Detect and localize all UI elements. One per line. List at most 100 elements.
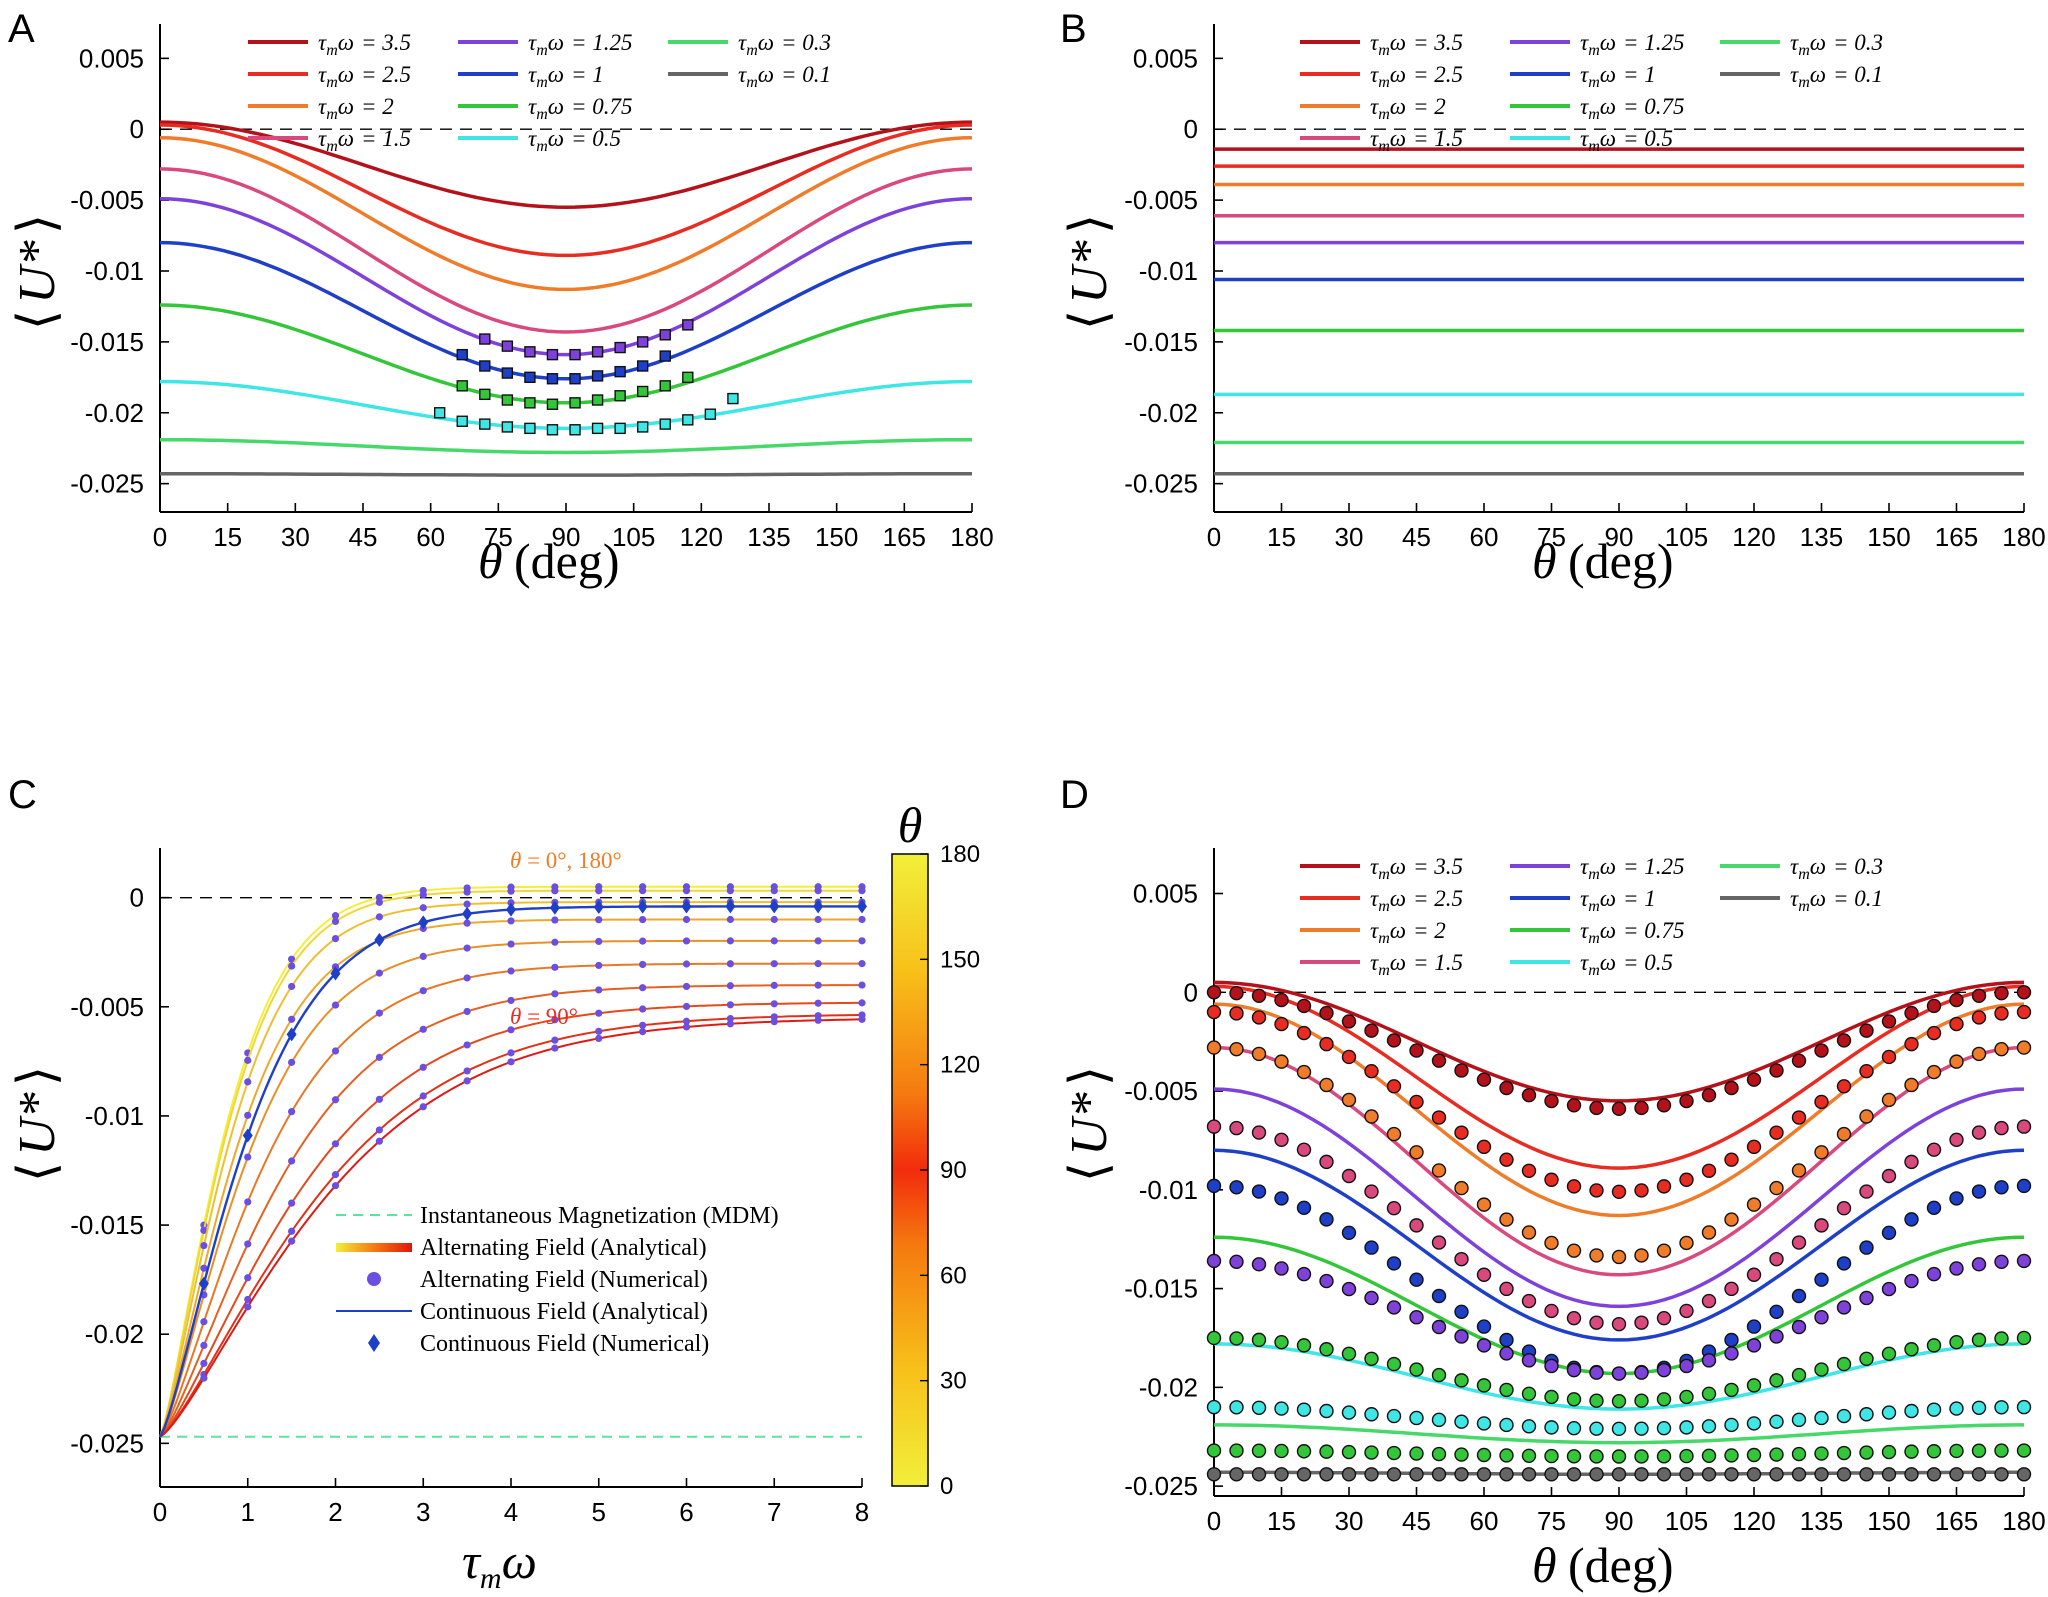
numerical-dot-0.1 (1499, 1467, 1514, 1482)
numerical-dot-0.1 (1206, 1467, 1222, 1482)
numerical-dot-2 (1229, 1041, 1244, 1057)
numerical-dot-1.25 (1566, 1362, 1582, 1378)
y-tick-label: -0.01 (85, 1101, 144, 1131)
y-tick-label: -0.02 (1139, 1372, 1198, 1402)
numerical-dot-0.75 (1859, 1351, 1874, 1366)
legend-symbol: τmω (1370, 62, 1406, 91)
numerical-dot-1.5 (1679, 1303, 1694, 1319)
numerical-dot-2 (1274, 1054, 1289, 1069)
y-tick-label: -0.025 (1124, 469, 1198, 499)
marker-0.5 (591, 422, 604, 435)
numerical-dot-0.75 (1386, 1445, 1402, 1461)
numerical-dot-2 (1521, 1225, 1537, 1240)
numerical-dot-0.75 (1296, 1444, 1312, 1459)
numerical-dot-2 (1926, 1064, 1942, 1080)
marker-1 (659, 350, 671, 362)
legend-symbol: τmω (1370, 950, 1406, 979)
numerical-dot-1 (1724, 1332, 1739, 1348)
numerical-dot-0.1 (1701, 1467, 1717, 1482)
numerical-dot-0.5 (1994, 1400, 2009, 1415)
numerical-dot-3.5 (1791, 1053, 1807, 1068)
numerical-dot-0.75 (1386, 1356, 1402, 1372)
numerical-dot-1.5 (1746, 1267, 1762, 1282)
y-axis-label: ⟨ U* ⟩ (9, 1066, 66, 1182)
numerical-dot-2.5 (1836, 1079, 1852, 1094)
numerical-dot-70 (419, 1063, 427, 1071)
xlabel-theta-symbol: θ (1532, 1537, 1557, 1593)
x-tick-label: 15 (1267, 522, 1296, 552)
numerical-dot-50 (463, 974, 471, 982)
x-tick-label: 45 (1402, 1506, 1431, 1536)
numerical-dot-2.5 (1499, 1152, 1514, 1167)
legend-label-3.5: = 3.5 (361, 30, 411, 55)
numerical-dot-30 (858, 915, 866, 924)
legend-symbol: τmω (1790, 62, 1826, 91)
legend-label-1.5: = 1.5 (361, 126, 411, 151)
numerical-dot-2.5 (1521, 1163, 1537, 1178)
numerical-dot-3.5 (1656, 1098, 1672, 1113)
x-tick-label: 135 (1800, 522, 1843, 552)
legend-symbol: τmω (1370, 918, 1406, 947)
numerical-dot-2 (1589, 1248, 1604, 1263)
legend-symbol: τmω (528, 62, 564, 91)
numerical-dot-0.75 (1454, 1373, 1469, 1388)
numerical-dot-2 (1724, 1212, 1739, 1227)
numerical-dot-0.1 (1769, 1467, 1784, 1482)
numerical-dot-10 (375, 898, 383, 906)
numerical-dot-0.75 (1274, 1443, 1289, 1459)
x-tick-label: 120 (1732, 522, 1775, 552)
marker-1.25 (591, 346, 604, 358)
legend-swatch-diamond (368, 1334, 380, 1352)
numerical-dot-0.1 (1544, 1467, 1559, 1482)
numerical-dot-20 (375, 913, 383, 921)
y-axis-label: ⟨ U* ⟩ (1061, 214, 1118, 330)
numerical-dot-0.75 (1971, 1443, 1987, 1458)
numerical-dot-30 (770, 915, 778, 924)
legend-symbol: τmω (1790, 854, 1826, 883)
numerical-dot-1.25 (1229, 1254, 1244, 1269)
marker-0.75 (636, 385, 649, 398)
numerical-dot-50 (419, 987, 427, 995)
numerical-dot-1.25 (1701, 1353, 1717, 1368)
numerical-dot-0.5 (1724, 1417, 1739, 1433)
series-line-3.5 (159, 120, 973, 209)
numerical-dot-1 (1431, 1288, 1447, 1304)
numerical-dot-0.1 (1791, 1467, 1807, 1482)
y-tick-label: 0 (130, 883, 144, 913)
numerical-dot-1.5 (2016, 1119, 2032, 1134)
numerical-dot-60 (463, 1007, 471, 1016)
numerical-dot-3.5 (1949, 992, 1964, 1008)
ylabel-left-bracket: ⟨ (1061, 1162, 1118, 1182)
numerical-dot-0.1 (1566, 1467, 1582, 1482)
legend-label-2.5: = 2.5 (1413, 62, 1463, 87)
numerical-dot-1 (1206, 1178, 1222, 1194)
colorbar-tick-label: 30 (940, 1368, 967, 1395)
y-tick-label: -0.005 (1124, 185, 1198, 215)
numerical-dot-0.75 (1634, 1393, 1649, 1408)
numerical-dot-0.75 (1746, 1447, 1762, 1463)
numerical-dot-70 (814, 999, 822, 1007)
numerical-dot-2 (1364, 1109, 1379, 1124)
numerical-dot-3.5 (1836, 1033, 1852, 1048)
numerical-dot-2.5 (1206, 1004, 1222, 1020)
numerical-dot-0.75 (1724, 1382, 1739, 1398)
legend-symbol: τmω (528, 94, 564, 123)
numerical-dot-1 (1409, 1272, 1424, 1287)
numerical-dot-2.5 (1566, 1179, 1582, 1194)
numerical-dot-1.5 (1206, 1119, 1222, 1134)
numerical-dot-3.5 (1499, 1080, 1514, 1096)
numerical-dot-1.5 (1859, 1184, 1874, 1199)
numerical-dot-90 (288, 1237, 296, 1245)
continuous-diamond (549, 900, 560, 915)
numerical-dot-1 (1251, 1184, 1267, 1199)
numerical-dot-2.5 (1656, 1179, 1672, 1194)
numerical-dot-0.75 (1206, 1443, 1222, 1458)
numerical-dot-0.5 (1499, 1417, 1514, 1433)
numerical-dot-0.5 (1769, 1414, 1784, 1429)
numerical-dot-2.5 (1274, 1016, 1289, 1032)
numerical-dot-0.5 (1454, 1414, 1469, 1429)
numerical-dot-0.5 (1836, 1408, 1852, 1424)
numerical-dot-50 (726, 960, 734, 968)
x-tick-label: 165 (1935, 522, 1978, 552)
numerical-dot-0.75 (1476, 1378, 1492, 1393)
